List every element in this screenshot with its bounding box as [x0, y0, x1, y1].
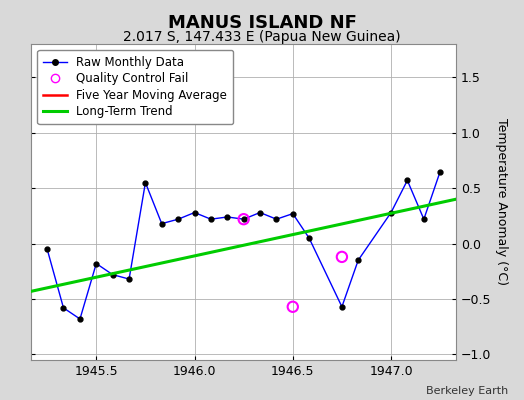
Point — [239, 216, 248, 222]
Legend: Raw Monthly Data, Quality Control Fail, Five Year Moving Average, Long-Term Tren: Raw Monthly Data, Quality Control Fail, … — [37, 50, 233, 124]
Text: 2.017 S, 147.433 E (Papua New Guinea): 2.017 S, 147.433 E (Papua New Guinea) — [123, 30, 401, 44]
Text: Berkeley Earth: Berkeley Earth — [426, 386, 508, 396]
Point — [289, 304, 297, 310]
Y-axis label: Temperature Anomaly (°C): Temperature Anomaly (°C) — [495, 118, 508, 286]
Text: MANUS ISLAND NF: MANUS ISLAND NF — [168, 14, 356, 32]
Point — [338, 254, 346, 260]
